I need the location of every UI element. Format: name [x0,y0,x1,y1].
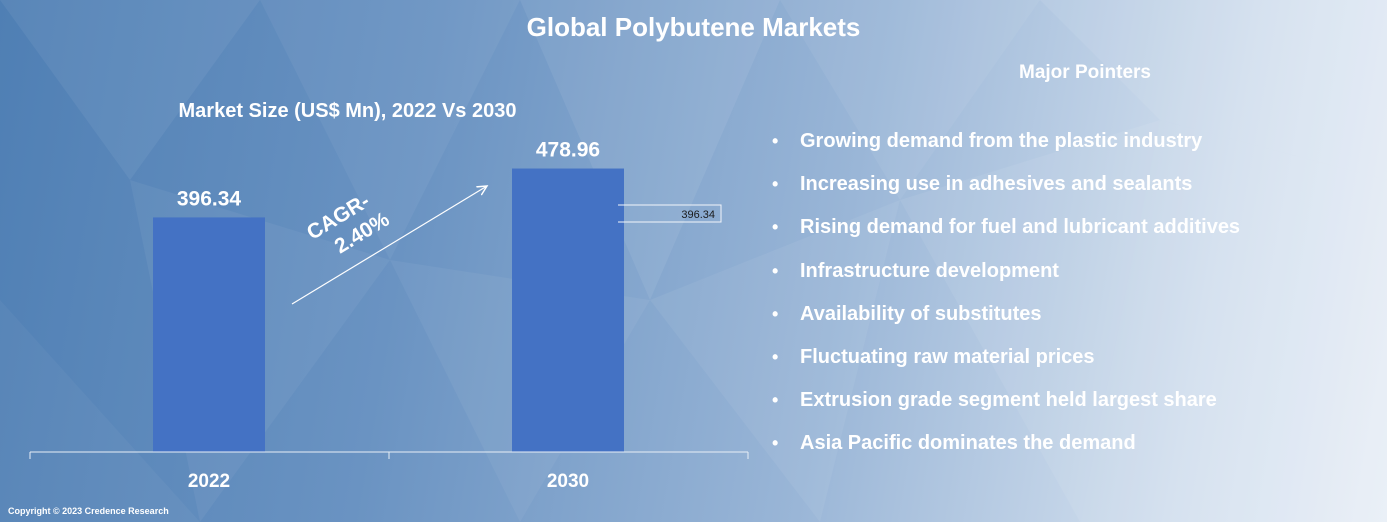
pointer-item: • Asia Pacific dominates the demand [770,428,1240,471]
pointer-text: Fluctuating raw material prices [800,345,1095,368]
bullet-icon: • [772,131,779,151]
pointer-item: • Growing demand from the plastic industr… [770,126,1240,169]
pointers-heading: Major Pointers [1019,62,1151,83]
bullet-icon: • [772,390,779,411]
pointer-text: Extrusion grade segment held largest sha… [800,389,1217,412]
pointer-text: Asia Pacific dominates the demand [800,432,1136,455]
x-tick-label: 2022 [188,471,230,492]
bullet-icon: • [772,260,779,281]
x-tick-label: 2030 [547,471,589,492]
pointer-item: • Extrusion grade segment held largest sh… [770,385,1240,428]
data-label-2022: 396.34 [177,187,242,210]
pointer-item: • Increasing use in adhesives and sealant… [770,169,1240,212]
pointer-text: Increasing use in adhesives and sealants [800,173,1193,196]
pointer-item: • Fluctuating raw material prices [770,342,1240,385]
bullet-icon: • [772,346,779,367]
pointer-text: Infrastructure development [800,259,1059,282]
bullet-icon: • [772,303,779,324]
pointer-item: • Infrastructure development [770,256,1240,299]
copyright-text: Copyright © 2023 Credence Research [8,506,169,516]
callout-box [618,204,722,223]
bullet-icon: • [772,174,779,195]
cagr-annotation: CAGR-2.40% [303,189,394,258]
pointers-list: • Growing demand from the plastic industr… [770,126,1240,472]
pointer-text: Growing demand from the plastic industry [800,130,1203,152]
cagr-arrow [291,186,487,305]
bar-2030 [512,168,624,452]
data-label-2030: 478.96 [536,139,600,162]
bullet-icon: • [772,433,779,454]
bullet-icon: • [772,217,779,238]
page-title: Global Polybutene Markets [526,12,861,42]
bar-2022 [153,217,265,452]
chart-title: Market Size (US$ Mn), 2022 Vs 2030 [178,100,517,122]
pointer-item: • Availability of substitutes [770,299,1240,342]
callout-label: 396.34 [681,209,715,221]
pointer-text: Availability of substitutes [800,302,1042,325]
pointer-item: • Rising demand for fuel and lubricant ad… [770,212,1240,255]
bar-chart: 396.34 2022 478.96 2030 396.34 CAGR-2.40% [29,139,749,492]
pointer-text: Rising demand for fuel and lubricant add… [800,216,1241,239]
